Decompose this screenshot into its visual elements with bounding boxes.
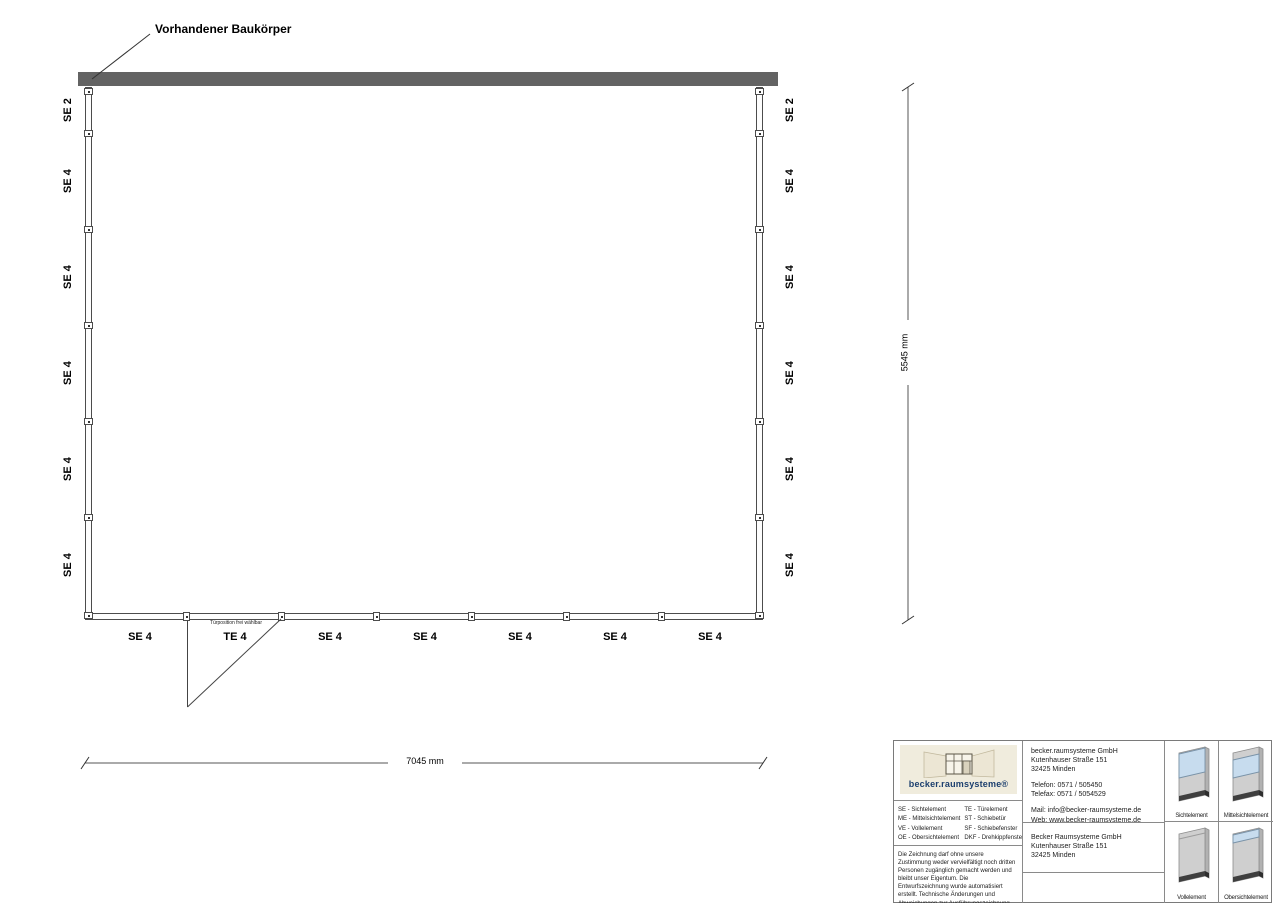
disclaimer-cell: Die Zeichnung darf ohne unsere Zustimmun… — [894, 846, 1023, 903]
wall-joint — [755, 612, 764, 619]
dimension-tick — [80, 756, 90, 770]
wall-element-label: SE 4 — [62, 553, 74, 577]
legend-entry: SF - Schiebefenster — [964, 825, 1018, 832]
wall-joint — [373, 612, 380, 621]
disclaimer-text: Die Zeichnung darf ohne unsere Zustimmun… — [898, 852, 1016, 903]
wall-joint — [755, 226, 764, 233]
thumbnail-label: Obersichtelement — [1224, 895, 1268, 901]
wall-joint — [278, 612, 285, 621]
empty-cell — [1023, 873, 1165, 903]
manufacturer-city: 32425 Minden — [1031, 852, 1076, 860]
wall-joint — [755, 130, 764, 137]
contact-web: Web: www.becker-raumsysteme.de — [1031, 816, 1141, 823]
contact-city: 32425 Minden — [1031, 766, 1076, 774]
logo-cell: becker.raumsysteme® — [894, 741, 1023, 801]
legend-column-1: SE - Sichtelement ME - Mittelsichtelemen… — [898, 806, 960, 843]
wall-joint — [84, 130, 93, 137]
door-position-note: Türposition frei wählbar — [210, 620, 262, 626]
wall-element-label: SE 4 — [784, 265, 796, 289]
wall-element-label: SE 4 — [62, 457, 74, 481]
wall-element-label: SE 4 — [62, 361, 74, 385]
obersichtelement-icon — [1232, 827, 1264, 883]
legend-column-2: TE - Türelement ST - Schiebetür SF - Sch… — [964, 806, 1023, 843]
dimension-tick — [901, 82, 915, 92]
existing-building-label: Vorhandener Baukörper — [155, 22, 292, 36]
dimension-tick — [758, 756, 768, 770]
mittelsichtelement-icon — [1232, 746, 1264, 802]
wall-element-label: SE 4 — [784, 553, 796, 577]
company-logo-text: becker.raumsysteme® — [908, 779, 1009, 789]
contact-mail: Mail: info@becker-raumsysteme.de — [1031, 807, 1142, 815]
contact-fax: Telefax: 0571 / 5054529 — [1031, 791, 1106, 799]
sichtelement-icon — [1178, 746, 1210, 802]
wall-joint — [84, 514, 93, 521]
contact-cell: becker.raumsysteme GmbH Kutenhauser Stra… — [1023, 741, 1165, 823]
legend-cell: SE - Sichtelement ME - Mittelsichtelemen… — [894, 801, 1023, 846]
legend-entry: TE - Türelement — [964, 807, 1008, 813]
vollelement-icon — [1178, 827, 1210, 883]
wall-joint — [755, 322, 764, 329]
thumbnail-label: Vollelement — [1177, 895, 1206, 901]
wall-joint — [84, 88, 93, 95]
wall-element-label: SE 2 — [784, 98, 796, 122]
wall-element-label: TE 4 — [223, 631, 247, 643]
wall-element-label: SE 4 — [318, 631, 342, 643]
manufacturer-street: Kutenhauser Straße 151 — [1031, 843, 1108, 851]
company-logo-icon — [923, 749, 995, 778]
wall-element-label: SE 4 — [784, 457, 796, 481]
wall-element-label: SE 4 — [128, 631, 152, 643]
dimension-tick — [901, 615, 915, 625]
contact-phone: Telefon: 0571 / 505450 — [1031, 782, 1103, 790]
legend-entry: ST - Schiebetür — [964, 816, 1006, 823]
left-wall — [85, 87, 92, 620]
wall-joint — [84, 322, 93, 329]
wall-joint — [755, 514, 764, 521]
thumbnail-cell-sichtelement: Sichtelement — [1165, 741, 1219, 822]
legend-entry: DKF - Drehkippfenster — [964, 834, 1023, 841]
logo-background: becker.raumsysteme® — [900, 745, 1017, 794]
right-wall — [756, 87, 763, 620]
wall-joint — [755, 88, 764, 95]
legend-entry: VE - Vollelement — [898, 825, 943, 832]
wall-joint — [84, 226, 93, 233]
thumbnail-label: Mittelsichtelement — [1223, 813, 1269, 819]
wall-joint — [658, 612, 665, 621]
wall-joint — [84, 612, 93, 619]
wall-joint — [84, 418, 93, 425]
wall-joint — [183, 612, 190, 621]
wall-joint — [468, 612, 475, 621]
thumbnail-cell-vollelement: Vollelement — [1165, 822, 1219, 903]
contact-company: becker.raumsysteme GmbH — [1031, 748, 1118, 755]
legend-entry: ME - Mittelsichtelement — [898, 816, 961, 823]
wall-element-label: SE 4 — [508, 631, 532, 643]
wall-element-label: SE 4 — [784, 361, 796, 385]
contact-street: Kutenhauser Straße 151 — [1031, 757, 1108, 765]
wall-element-label: SE 4 — [698, 631, 722, 643]
legend-entry: OE - Obersichtelement — [898, 834, 960, 841]
wall-element-label: SE 4 — [62, 265, 74, 289]
height-dimension-label: 5545 mm — [899, 333, 910, 372]
wall-joint — [563, 612, 570, 621]
wall-element-label: SE 4 — [62, 169, 74, 193]
manufacturer-company: Becker Raumsysteme GmbH — [1031, 834, 1122, 841]
wall-element-label: SE 2 — [62, 98, 74, 122]
wall-joint — [755, 418, 764, 425]
title-block: becker.raumsysteme® SE - Sichtelement ME… — [893, 740, 1273, 903]
existing-building-bar — [78, 72, 778, 86]
legend-entry: SE - Sichtelement — [898, 807, 947, 813]
wall-element-label: SE 4 — [603, 631, 627, 643]
wall-element-label: SE 4 — [413, 631, 437, 643]
thumbnail-cell-obersichtelement: Obersichtelement — [1219, 822, 1273, 903]
width-dimension-label: 7045 mm — [406, 756, 444, 766]
thumbnail-label: Sichtelement — [1175, 813, 1208, 819]
thumbnail-cell-mittelsichtelement: Mittelsichtelement — [1219, 741, 1273, 822]
wall-element-label: SE 4 — [784, 169, 796, 193]
manufacturer-cell: Becker Raumsysteme GmbH Kutenhauser Stra… — [1023, 823, 1165, 873]
